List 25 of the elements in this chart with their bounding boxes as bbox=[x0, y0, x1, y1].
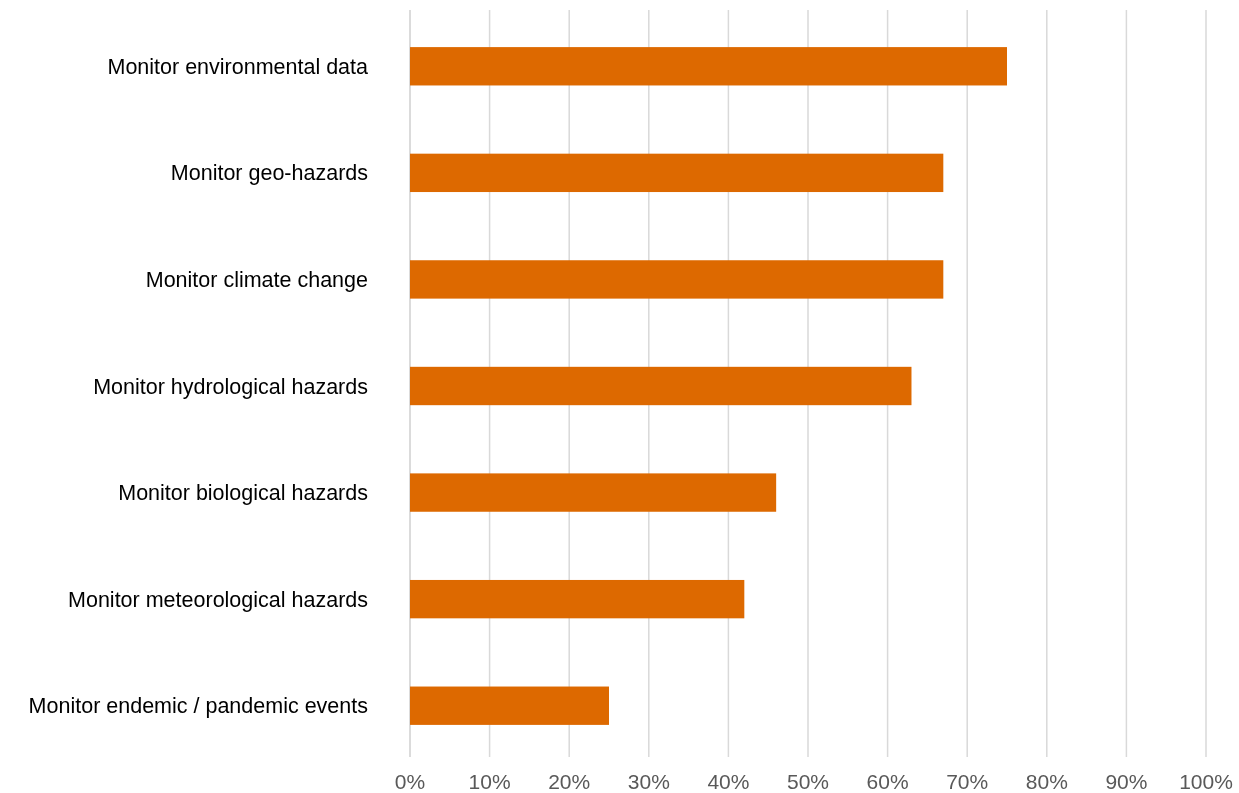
bar bbox=[410, 686, 609, 725]
x-tick-label: 0% bbox=[394, 770, 426, 793]
x-tick-label: 20% bbox=[548, 770, 591, 793]
y-tick-label: Monitor meteorological hazards bbox=[68, 587, 368, 612]
bar bbox=[410, 366, 912, 406]
y-tick-label: Monitor endemic / pandemic events bbox=[28, 694, 368, 719]
y-tick-label: Monitor geo-hazards bbox=[170, 161, 368, 186]
y-tick-label: Monitor climate change bbox=[145, 267, 368, 292]
y-tick-label: Monitor biological hazards bbox=[118, 481, 368, 506]
x-tick-label: 60% bbox=[866, 770, 909, 793]
x-tick-label: 70% bbox=[946, 770, 989, 793]
y-tick-label: Monitor hydrological hazards bbox=[93, 374, 368, 399]
x-tick-label: 50% bbox=[786, 770, 830, 793]
y-tick-label: Monitor environmental data bbox=[107, 54, 369, 79]
x-tick-label: 80% bbox=[1025, 770, 1068, 793]
x-tick-label: 100% bbox=[1179, 770, 1233, 793]
bar bbox=[410, 473, 777, 512]
x-tick-label: 30% bbox=[627, 770, 670, 793]
x-tick-label: 90% bbox=[1105, 770, 1148, 793]
bar bbox=[410, 47, 1007, 86]
bar bbox=[410, 153, 944, 193]
bar bbox=[410, 260, 944, 299]
x-tick-label: 40% bbox=[707, 770, 750, 793]
bar bbox=[410, 579, 745, 619]
x-tick-label: 10% bbox=[468, 770, 511, 793]
